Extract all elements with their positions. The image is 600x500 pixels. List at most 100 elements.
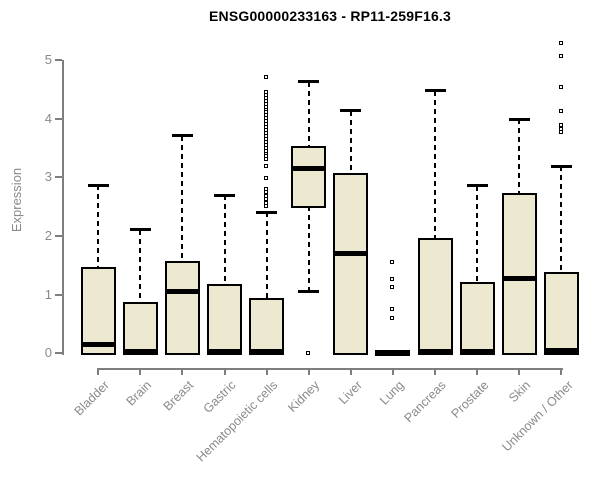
x-tick-label-gastric: Gastric bbox=[200, 378, 239, 416]
outlier-hematopoietic-cells bbox=[264, 190, 269, 195]
outlier-unknown-other bbox=[558, 54, 563, 59]
outlier-lung bbox=[390, 307, 395, 312]
x-axis-tick bbox=[181, 368, 184, 375]
x-axis-line bbox=[97, 368, 563, 370]
y-tick-label-1: 1 bbox=[44, 286, 52, 302]
y-tick-label-5: 5 bbox=[44, 52, 52, 68]
whisker-upper-gastric bbox=[223, 195, 226, 285]
whisker-cap-upper-pancreas bbox=[424, 89, 446, 93]
outlier-unknown-other bbox=[558, 126, 563, 131]
median-bladder bbox=[80, 342, 116, 348]
outlier-hematopoietic-cells bbox=[264, 89, 269, 94]
y-tick-label-3: 3 bbox=[44, 169, 52, 185]
outlier-unknown-other bbox=[558, 123, 563, 128]
outlier-unknown-other bbox=[558, 109, 563, 114]
outlier-hematopoietic-cells bbox=[264, 200, 269, 205]
median-kidney bbox=[291, 165, 327, 171]
median-unknown-other bbox=[543, 347, 579, 353]
y-tick-label-4: 4 bbox=[44, 110, 52, 126]
median-gastric bbox=[207, 349, 242, 355]
median-lung bbox=[375, 349, 411, 356]
box-prostate bbox=[459, 281, 495, 356]
whisker-cap-upper-prostate bbox=[466, 184, 488, 188]
x-axis-tick bbox=[349, 368, 352, 375]
x-tick-label-hematopoietic-cells: Hematopoietic cells bbox=[193, 378, 281, 465]
x-tick-label-breast: Breast bbox=[160, 378, 197, 414]
box-bladder bbox=[80, 267, 116, 356]
whisker-cap-upper-unknown-other bbox=[550, 164, 572, 168]
whisker-upper-skin bbox=[518, 119, 521, 193]
whisker-upper-pancreas bbox=[434, 90, 436, 238]
whisker-upper-hematopoietic-cells bbox=[265, 212, 268, 298]
whisker-upper-prostate bbox=[476, 185, 479, 282]
median-prostate bbox=[459, 349, 495, 355]
whisker-upper-breast bbox=[181, 135, 184, 262]
outlier-lung bbox=[390, 276, 395, 281]
whisker-upper-liver bbox=[349, 110, 352, 174]
whisker-upper-kidney bbox=[307, 81, 310, 147]
x-axis-tick bbox=[307, 368, 310, 375]
outlier-hematopoietic-cells bbox=[264, 176, 269, 181]
chart-title: ENSG00000233163 - RP11-259F16.3 bbox=[208, 8, 452, 24]
x-tick-label-kidney: Kidney bbox=[285, 378, 323, 415]
box-hematopoietic-cells bbox=[249, 297, 285, 356]
median-pancreas bbox=[417, 349, 453, 355]
box-unknown-other bbox=[543, 272, 579, 356]
outlier-kidney bbox=[306, 350, 311, 355]
x-tick-label-liver: Liver bbox=[335, 378, 365, 408]
median-hematopoietic-cells bbox=[249, 349, 285, 355]
whisker-cap-lower-kidney bbox=[298, 289, 320, 293]
whisker-cap-upper-skin bbox=[508, 117, 530, 121]
box-liver bbox=[333, 173, 369, 356]
outlier-lung bbox=[390, 315, 395, 320]
outlier-unknown-other bbox=[558, 40, 563, 45]
box-kidney bbox=[291, 146, 327, 208]
whisker-upper-bladder bbox=[97, 185, 100, 268]
outlier-hematopoietic-cells bbox=[264, 186, 269, 191]
y-axis-tick bbox=[55, 293, 62, 296]
x-tick-label-bladder: Bladder bbox=[71, 378, 113, 419]
outlier-hematopoietic-cells bbox=[264, 193, 269, 198]
x-axis-tick bbox=[560, 368, 563, 375]
y-tick-label-2: 2 bbox=[44, 228, 52, 244]
box-gastric bbox=[207, 284, 242, 356]
y-axis-tick bbox=[55, 352, 62, 355]
whisker-lower-kidney bbox=[307, 205, 310, 292]
x-tick-label-pancreas: Pancreas bbox=[401, 378, 449, 426]
y-tick-label-0: 0 bbox=[44, 345, 52, 361]
outlier-hematopoietic-cells bbox=[264, 197, 269, 202]
x-axis-tick bbox=[265, 368, 268, 375]
x-tick-label-skin: Skin bbox=[506, 378, 534, 406]
box-pancreas bbox=[417, 237, 453, 356]
x-axis-tick bbox=[391, 368, 394, 375]
x-axis-tick bbox=[476, 368, 479, 375]
outlier-unknown-other bbox=[558, 84, 563, 89]
box-brain bbox=[122, 301, 158, 356]
whisker-cap-upper-breast bbox=[171, 134, 193, 138]
x-axis-tick bbox=[139, 368, 142, 375]
x-axis-tick bbox=[97, 368, 100, 375]
x-tick-label-brain: Brain bbox=[123, 378, 155, 409]
outlier-hematopoietic-cells bbox=[264, 204, 269, 209]
box-skin bbox=[501, 192, 537, 356]
y-axis-tick bbox=[55, 59, 62, 62]
median-brain bbox=[122, 348, 158, 354]
median-skin bbox=[501, 276, 537, 282]
whisker-cap-upper-kidney bbox=[298, 80, 320, 84]
y-axis-tick bbox=[55, 117, 62, 120]
outlier-lung bbox=[390, 259, 395, 264]
whisker-cap-upper-liver bbox=[340, 109, 362, 113]
whisker-cap-upper-bladder bbox=[87, 183, 109, 187]
x-tick-label-prostate: Prostate bbox=[448, 378, 492, 421]
outlier-hematopoietic-cells bbox=[264, 164, 269, 169]
whisker-cap-upper-brain bbox=[129, 228, 151, 232]
whisker-cap-upper-gastric bbox=[214, 193, 235, 197]
y-axis-line bbox=[62, 60, 64, 356]
x-axis-tick bbox=[518, 368, 521, 375]
whisker-upper-brain bbox=[139, 229, 142, 302]
y-axis-tick bbox=[55, 176, 62, 179]
outlier-lung bbox=[390, 285, 395, 290]
whisker-upper-unknown-other bbox=[560, 166, 563, 273]
median-liver bbox=[333, 250, 369, 256]
